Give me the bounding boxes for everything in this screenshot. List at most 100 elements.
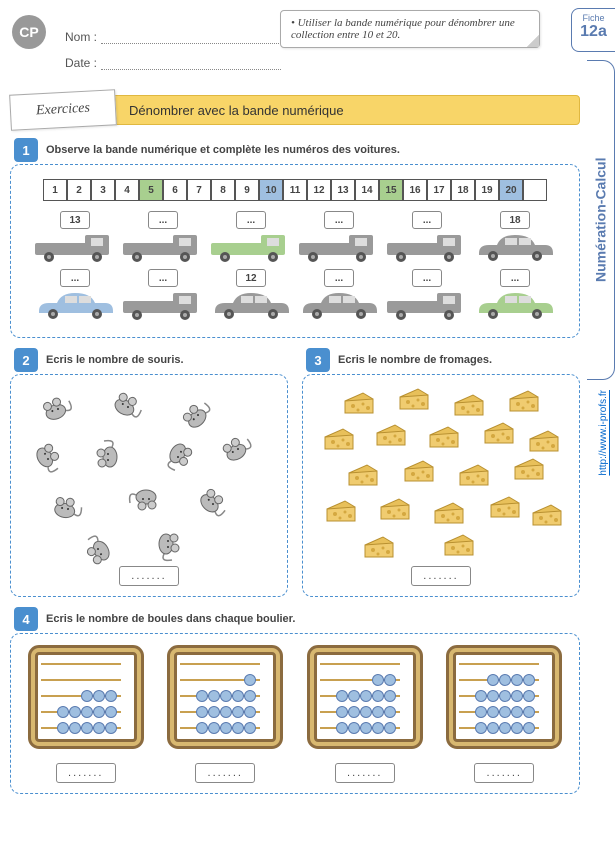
car-label[interactable]: ... (60, 269, 90, 287)
abacus: ....... (27, 644, 145, 783)
car: ... (385, 211, 469, 263)
cheese-icon (458, 463, 490, 492)
car: ... (209, 211, 293, 263)
cheese-icon (428, 425, 460, 454)
mouse-icon (126, 485, 160, 516)
strip-cell: 5 (139, 179, 163, 201)
car: 18 (473, 211, 557, 263)
car-label[interactable]: ... (324, 269, 354, 287)
car: ... (121, 269, 205, 321)
ex3-instruction: Ecris le nombre de fromages. (338, 352, 580, 366)
car-label[interactable]: ... (500, 269, 530, 287)
car: 12 (209, 269, 293, 321)
car-label[interactable]: ... (412, 211, 442, 229)
mice-area (21, 385, 277, 560)
strip-cell: 4 (115, 179, 139, 201)
date-field: Date : (65, 56, 580, 70)
car-label[interactable]: ... (412, 269, 442, 287)
cheese-icon (528, 429, 560, 458)
strip-cell: 20 (499, 179, 523, 201)
ex-num-3: 3 (306, 348, 330, 372)
cheese-icon (443, 533, 475, 562)
cheese-icon (323, 427, 355, 456)
mouse-icon (31, 445, 65, 476)
ex2-instruction: Ecris le nombre de souris. (46, 352, 288, 366)
ex3-answer[interactable]: ....... (411, 566, 471, 586)
ex-num-1: 1 (14, 138, 38, 162)
grade-badge: CP (12, 15, 46, 49)
mouse-icon (161, 443, 195, 474)
car-label[interactable]: 13 (60, 211, 90, 229)
strip-cell: 14 (355, 179, 379, 201)
ex4-instruction: Ecris le nombre de boules dans chaque bo… (46, 611, 580, 625)
mouse-icon (221, 435, 255, 466)
strip-cell: 3 (91, 179, 115, 201)
abacus-answer[interactable]: ....... (195, 763, 255, 783)
cheese-icon (347, 463, 379, 492)
strip-cell: 2 (67, 179, 91, 201)
cheese-icon (453, 393, 485, 422)
car: ... (33, 269, 117, 321)
exercise-1: 1 Observe la bande numérique et complète… (10, 142, 580, 338)
page-title: Dénombrer avec la bande numérique (110, 95, 580, 125)
abacus: ....... (306, 644, 424, 783)
strip-cell: 18 (451, 179, 475, 201)
car-label[interactable]: 18 (500, 211, 530, 229)
car-row-2: ... ... 12 ... ... ... (21, 269, 569, 321)
strip-cell: 11 (283, 179, 307, 201)
car: ... (297, 211, 381, 263)
cheese-icon (398, 387, 430, 416)
strip-cell: 13 (331, 179, 355, 201)
mouse-icon (51, 495, 85, 526)
abacus-answer[interactable]: ....... (474, 763, 534, 783)
cheese-area (313, 385, 569, 560)
car: 13 (33, 211, 117, 263)
cheese-icon (375, 423, 407, 452)
strip-cell: 16 (403, 179, 427, 201)
strip-cell: 15 (379, 179, 403, 201)
car-label[interactable]: ... (148, 211, 178, 229)
cheese-icon (531, 503, 563, 532)
mouse-icon (111, 393, 145, 424)
ex-num-2: 2 (14, 348, 38, 372)
car-row-1: 13 ... ... ... ... (21, 211, 569, 263)
car-label[interactable]: ... (324, 211, 354, 229)
exercise-4: 4 Ecris le nombre de boules dans chaque … (10, 611, 580, 794)
strip-cell: 19 (475, 179, 499, 201)
mouse-icon (181, 401, 215, 432)
cheese-icon (403, 459, 435, 488)
cheese-icon (343, 391, 375, 420)
number-strip: 1234567891011121314151617181920 (21, 179, 569, 201)
ex-num-4: 4 (14, 607, 38, 631)
cheese-icon (489, 495, 521, 524)
abacus-answer[interactable]: ....... (56, 763, 116, 783)
car-label[interactable]: ... (148, 269, 178, 287)
car-label[interactable]: ... (236, 211, 266, 229)
mouse-icon (81, 535, 115, 566)
strip-cell: 17 (427, 179, 451, 201)
car: ... (121, 211, 205, 263)
ex2-answer[interactable]: ....... (119, 566, 179, 586)
strip-cell: 1 (43, 179, 67, 201)
exercise-2: 2 Ecris le nombre de souris. (10, 352, 288, 597)
strip-cell: 8 (211, 179, 235, 201)
car-label[interactable]: 12 (236, 269, 266, 287)
mouse-icon (196, 490, 230, 521)
mouse-icon (91, 440, 125, 471)
car: ... (385, 269, 469, 321)
car: ... (297, 269, 381, 321)
source-url[interactable]: http://www.i-profs.fr (598, 390, 609, 476)
strip-cell: 7 (187, 179, 211, 201)
cheese-icon (363, 535, 395, 564)
exercise-3: 3 Ecris le nombre de fromages. (302, 352, 580, 597)
strip-cell: 12 (307, 179, 331, 201)
fiche-tab: Fiche 12a (571, 8, 615, 52)
abacus-answer[interactable]: ....... (335, 763, 395, 783)
strip-cell: 9 (235, 179, 259, 201)
cheese-icon (513, 457, 545, 486)
abacus: ....... (166, 644, 284, 783)
mouse-icon (151, 533, 185, 564)
abacus: ....... (445, 644, 563, 783)
strip-cell: 10 (259, 179, 283, 201)
exercices-label: Exercices (9, 89, 117, 130)
